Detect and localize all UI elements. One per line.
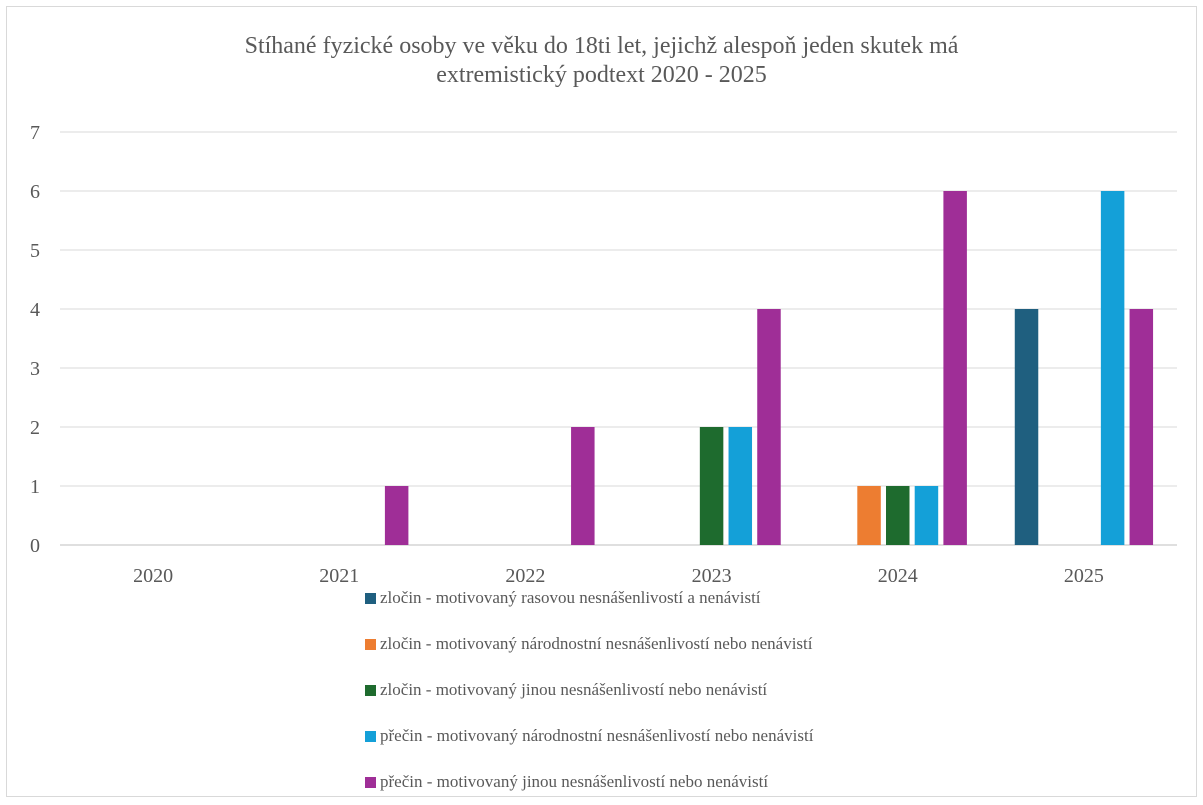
legend: zločin - motivovaný rasovou nesnášenlivo… bbox=[365, 575, 813, 805]
legend-swatch bbox=[365, 776, 376, 788]
legend-label: zločin - motivovaný rasovou nesnášenlivo… bbox=[380, 588, 761, 607]
legend-item: zločin - motivovaný rasovou nesnášenlivo… bbox=[365, 575, 813, 621]
bar bbox=[943, 191, 967, 545]
chart-title-line-2: extremistický podtext 2020 - 2025 bbox=[436, 62, 767, 88]
legend-label: přečin - motivovaný jinou nesnášenlivost… bbox=[380, 772, 769, 791]
y-tick-label: 5 bbox=[30, 240, 40, 262]
bar bbox=[757, 309, 781, 545]
x-tick-label: 2021 bbox=[319, 565, 359, 587]
legend-item: zločin - motivovaný národnostní nesnášen… bbox=[365, 621, 813, 667]
x-axis-ticks: 2020 2021 2022 2023 2024 2025 bbox=[133, 565, 1104, 587]
legend-item: přečin - motivovaný národnostní nesnášen… bbox=[365, 713, 813, 759]
x-tick-label: 2023 bbox=[692, 565, 732, 587]
bar bbox=[384, 486, 409, 545]
bar bbox=[699, 427, 724, 545]
legend-label: přečin - motivovaný národnostní nesnášen… bbox=[380, 726, 814, 745]
y-tick-label: 6 bbox=[30, 181, 40, 203]
x-tick-label: 2024 bbox=[878, 565, 918, 587]
legend-label: zločin - motivovaný národnostní nesnášen… bbox=[380, 634, 813, 653]
chart-title-line-1: Stíhané fyzické osoby ve věku do 18ti le… bbox=[244, 33, 959, 59]
legend-swatch bbox=[365, 730, 376, 742]
bars bbox=[384, 191, 1154, 545]
legend-swatch bbox=[365, 592, 376, 604]
bar bbox=[1129, 309, 1154, 545]
legend-swatch bbox=[365, 684, 376, 696]
y-tick-label: 3 bbox=[30, 358, 40, 380]
y-tick-label: 4 bbox=[30, 299, 40, 321]
y-tick-label: 2 bbox=[30, 417, 40, 439]
bar bbox=[728, 427, 753, 545]
x-tick-label: 2025 bbox=[1064, 565, 1104, 587]
legend-item: zločin - motivovaný jinou nesnášenlivost… bbox=[365, 667, 813, 713]
bar bbox=[1100, 191, 1125, 545]
y-axis-ticks: 0 1 2 3 4 5 6 7 bbox=[30, 122, 40, 557]
bar bbox=[857, 486, 881, 545]
chart-frame bbox=[6, 6, 1197, 797]
y-tick-label: 7 bbox=[30, 122, 40, 144]
bar bbox=[886, 486, 910, 545]
x-tick-label: 2022 bbox=[505, 565, 545, 587]
y-tick-label: 1 bbox=[30, 476, 40, 498]
x-tick-label: 2020 bbox=[133, 565, 173, 587]
legend-item: přečin - motivovaný jinou nesnášenlivost… bbox=[365, 759, 813, 805]
chart-title: Stíhané fyzické osoby ve věku do 18ti le… bbox=[0, 32, 1203, 90]
legend-swatch bbox=[365, 638, 376, 650]
y-tick-label: 0 bbox=[30, 535, 40, 557]
bar bbox=[1014, 309, 1039, 545]
bar bbox=[571, 427, 595, 545]
bar bbox=[914, 486, 939, 545]
legend-label: zločin - motivovaný jinou nesnášenlivost… bbox=[380, 680, 768, 699]
gridlines bbox=[60, 131, 1177, 546]
